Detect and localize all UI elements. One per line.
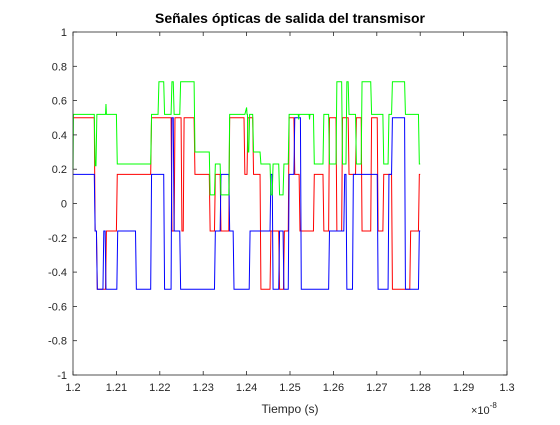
x-tick-label: 1.28 — [409, 382, 430, 394]
x-tick-label: 1.21 — [106, 382, 127, 394]
x-axis-label: Tiempo (s) — [262, 402, 319, 416]
x-axis-exponent: ×10-8 — [471, 401, 497, 417]
y-tick-label: -0.6 — [48, 301, 67, 313]
series-layer — [72, 81, 421, 290]
y-tick-label: -1 — [57, 370, 67, 382]
x-tick-label: 1.25 — [279, 382, 300, 394]
x-tick-label: 1.2 — [65, 382, 80, 394]
series-line-3 — [72, 81, 421, 196]
series-line-2 — [73, 117, 421, 290]
y-tick-label: -0.2 — [48, 233, 67, 245]
chart-title: Señales ópticas de salida del transmisor — [155, 10, 426, 26]
x-tick-label: 1.3 — [499, 382, 514, 394]
plot-area — [73, 32, 507, 375]
x-tick-label: 1.22 — [149, 382, 170, 394]
x-tick-label: 1.24 — [236, 382, 257, 394]
y-tick-label: 1 — [61, 27, 67, 39]
y-tick-label: 0.4 — [52, 130, 67, 142]
ticks-layer — [72, 31, 508, 376]
x-tick-label: 1.26 — [323, 382, 344, 394]
x-tick-label: 1.23 — [192, 382, 213, 394]
x-exponent-base: ×10 — [471, 405, 490, 417]
y-tick-label: -0.4 — [48, 267, 67, 279]
y-tick-label: 0 — [61, 199, 67, 211]
y-tick-label: 0.8 — [52, 61, 67, 73]
x-tick-label: 1.29 — [453, 382, 474, 394]
y-tick-label: 0.6 — [52, 96, 67, 108]
x-exponent-power: -8 — [490, 401, 498, 410]
x-tick-label: 1.27 — [366, 382, 387, 394]
y-tick-label: 0.2 — [52, 164, 67, 176]
labels-layer: 1.2 1.21 1.22 1.23 1.24 1.25 1.26 1.27 1.28 1.29 1… — [48, 27, 515, 394]
y-tick-label: -0.8 — [48, 336, 67, 348]
